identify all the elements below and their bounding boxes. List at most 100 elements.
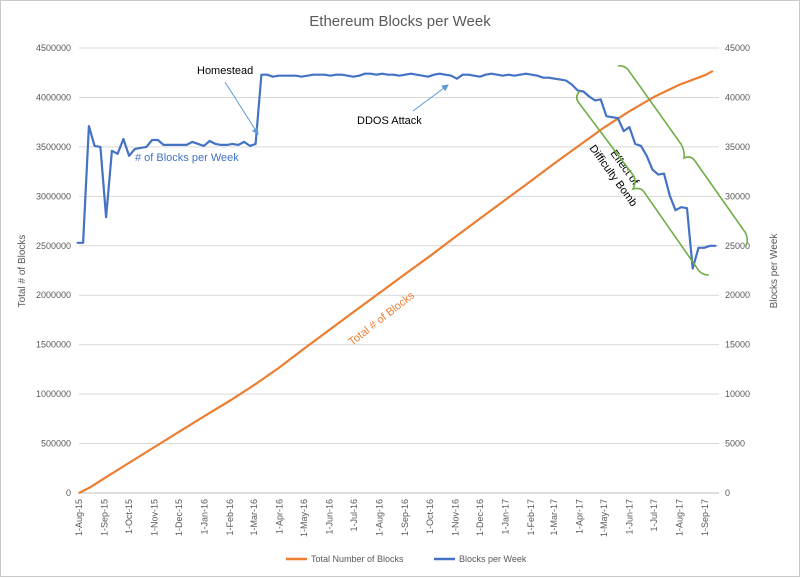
data-point-blocks-per-week: [415, 73, 418, 76]
data-point-blocks-per-week: [404, 73, 407, 76]
data-point-blocks-per-week: [139, 147, 142, 149]
data-point-blocks-per-week: [352, 75, 355, 78]
x-axis-tick-label: 1-Feb-17: [526, 499, 536, 536]
data-point-blocks-per-week: [450, 74, 453, 77]
data-point-blocks-per-week: [312, 73, 314, 76]
data-point-total-number-of-blocks: [603, 126, 605, 129]
data-point-total-number-of-blocks: [704, 74, 706, 77]
annotation-ddos: DDOS Attack: [357, 115, 422, 127]
data-point-total-number-of-blocks: [479, 217, 481, 220]
data-point-blocks-per-week: [289, 74, 291, 77]
data-point-blocks-per-week: [249, 145, 251, 147]
data-point-blocks-per-week: [438, 72, 441, 75]
data-point-blocks-per-week: [525, 72, 527, 75]
data-point-blocks-per-week: [461, 73, 464, 76]
data-point-blocks-per-week: [191, 141, 194, 143]
chart-title: Ethereum Blocks per Week: [309, 13, 491, 30]
right-axis-tick-label: 0: [725, 488, 730, 498]
data-point-blocks-per-week: [387, 73, 389, 76]
left-axis-tick-label: 3500000: [36, 142, 71, 152]
data-point-blocks-per-week: [507, 73, 510, 76]
legend-label-weekly: Blocks per Week: [459, 554, 527, 564]
data-point-blocks-per-week: [105, 216, 107, 219]
left-axis-tick-label: 500000: [41, 439, 71, 449]
data-point-blocks-per-week: [277, 74, 280, 77]
data-point-blocks-per-week: [657, 173, 660, 176]
data-point-blocks-per-week: [88, 125, 90, 127]
data-point-blocks-per-week: [686, 207, 688, 210]
data-point-blocks-per-week: [197, 143, 200, 145]
data-point-total-number-of-blocks: [504, 198, 507, 201]
x-axis-tick-label: 1-Feb-16: [225, 499, 235, 536]
data-point-blocks-per-week: [645, 154, 648, 157]
data-point-blocks-per-week: [306, 74, 309, 77]
data-point-total-number-of-blocks: [153, 446, 156, 448]
left-axis-tick-label: 4500000: [36, 43, 71, 53]
data-point-blocks-per-week: [479, 75, 481, 78]
data-point-total-number-of-blocks: [553, 162, 555, 165]
data-point-blocks-per-week: [456, 77, 458, 80]
x-axis-tick-label: 1-Nov-15: [150, 499, 160, 536]
data-point-blocks-per-week: [111, 149, 113, 152]
data-point-blocks-per-week: [300, 75, 303, 78]
data-point-blocks-per-week: [151, 139, 154, 141]
data-point-blocks-per-week: [490, 72, 493, 75]
x-axis-tick-label: 1-Oct-15: [124, 499, 134, 534]
data-point-blocks-per-week: [588, 95, 591, 98]
data-point-blocks-per-week: [254, 143, 257, 145]
data-point-blocks-per-week: [703, 246, 706, 249]
data-point-total-number-of-blocks: [178, 430, 181, 433]
data-point-blocks-per-week: [542, 76, 545, 79]
right-axis-tick-label: 15000: [725, 340, 750, 350]
data-point-blocks-per-week: [272, 75, 274, 78]
data-point-blocks-per-week: [599, 98, 602, 101]
data-point-blocks-per-week: [433, 73, 435, 76]
x-axis-tick-label: 1-Aug-16: [375, 499, 385, 536]
data-point-blocks-per-week: [93, 145, 96, 147]
data-point-blocks-per-week: [530, 73, 533, 76]
data-point-blocks-per-week: [157, 139, 159, 141]
data-point-blocks-per-week: [640, 145, 642, 147]
right-axis-tick-label: 10000: [725, 389, 750, 399]
data-point-total-number-of-blocks: [454, 236, 457, 238]
data-point-blocks-per-week: [82, 241, 84, 244]
data-point-blocks-per-week: [122, 138, 125, 140]
data-point-total-number-of-blocks: [303, 347, 305, 350]
data-point-blocks-per-week: [180, 144, 182, 146]
data-point-blocks-per-week: [634, 143, 637, 145]
x-axis-tick-label: 1-Apr-17: [574, 499, 584, 534]
data-point-blocks-per-week: [341, 73, 343, 76]
right-axis-tick-label: 40000: [725, 92, 750, 102]
data-point-blocks-per-week: [162, 144, 165, 146]
data-point-blocks-per-week: [513, 74, 516, 77]
data-point-total-number-of-blocks: [428, 255, 431, 258]
annotation-homestead-arrow: [224, 81, 259, 135]
left-axis-tick-label: 0: [66, 488, 71, 498]
data-point-blocks-per-week: [329, 74, 332, 77]
data-point-blocks-per-week: [76, 241, 79, 244]
annotation-homestead: Homestead: [197, 65, 253, 77]
data-point-blocks-per-week: [410, 72, 412, 75]
data-point-blocks-per-week: [168, 144, 171, 146]
left-axis-tick-label: 1000000: [36, 389, 71, 399]
data-point-blocks-per-week: [346, 74, 349, 77]
annotation-ddos-arrow: [412, 84, 449, 112]
left-axis-ticks: 0 500000 1000000 1500000 2000000 2500000 30000…: [36, 43, 71, 498]
x-axis-tick-label: 1-Aug-17: [675, 499, 685, 536]
data-point-blocks-per-week: [668, 194, 671, 197]
right-axis-tick-label: 35000: [725, 142, 750, 152]
x-axis-tick-label: 1-Sep-17: [700, 499, 710, 536]
data-point-total-number-of-blocks: [203, 415, 206, 417]
x-axis-tick-label: 1-Mar-16: [249, 499, 259, 536]
right-axis-label: Blocks per Week: [769, 233, 780, 309]
right-axis-tick-label: 45000: [725, 43, 750, 53]
data-point-total-number-of-blocks: [128, 461, 130, 464]
x-axis-tick-label: 1-Jul-16: [349, 499, 359, 532]
data-point-blocks-per-week: [427, 75, 430, 78]
data-point-blocks-per-week: [582, 90, 585, 93]
x-axis-tick-label: 1-Jan-17: [500, 499, 510, 535]
data-point-total-number-of-blocks: [89, 486, 92, 488]
data-point-blocks-per-week: [421, 74, 424, 77]
data-point-blocks-per-week: [519, 73, 522, 76]
data-point-blocks-per-week: [571, 83, 573, 86]
